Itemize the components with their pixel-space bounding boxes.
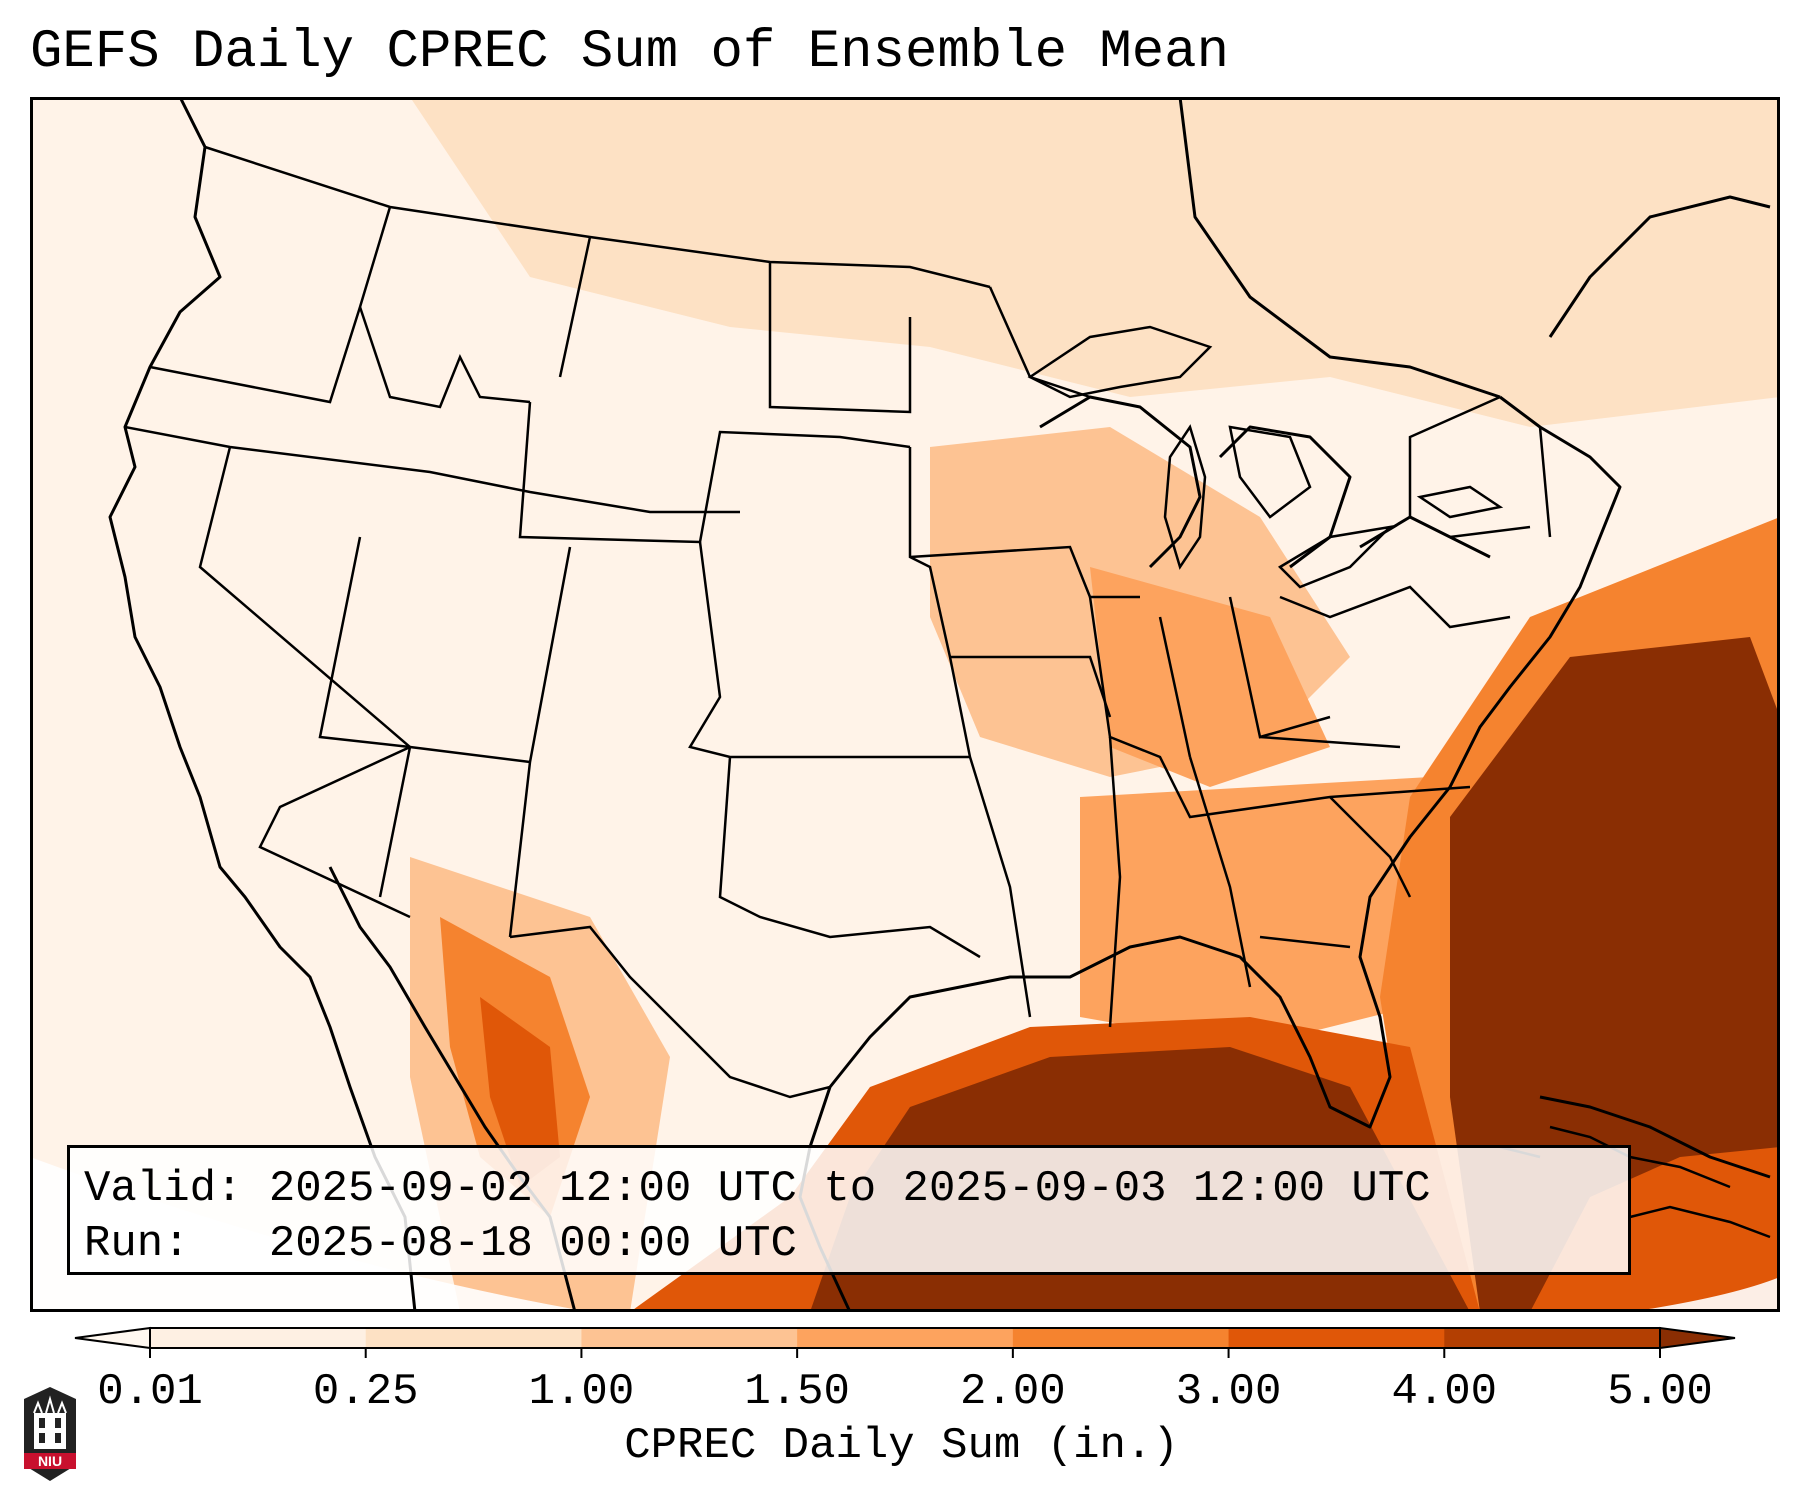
- precipitation-map: [30, 97, 1780, 1312]
- lake-huron: [1228, 425, 1312, 519]
- precip-ohio-valley: [1090, 567, 1330, 787]
- colorbar-segment: [365, 1328, 582, 1348]
- colorbar-tick-label: 1.00: [529, 1367, 635, 1417]
- lake-michigan: [1163, 424, 1207, 570]
- valid-run-box: Valid: 2025-09-02 12:00 UTC to 2025-09-0…: [67, 1145, 1631, 1275]
- precip-light-north: [410, 97, 1780, 427]
- colorbar-label: CPREC Daily Sum (in.): [624, 1421, 1179, 1471]
- valid-label: Valid:: [84, 1164, 243, 1214]
- colorbar-tick-label: 3.00: [1176, 1367, 1282, 1417]
- colorbar-outline: [149, 1327, 1661, 1349]
- map-title: GEFS Daily CPREC Sum of Ensemble Mean: [30, 22, 1229, 83]
- coastlines: [108, 97, 1771, 1312]
- colorbar-segment: [1444, 1328, 1661, 1348]
- niu-logo: NIU: [24, 1387, 76, 1481]
- valid-time: 2025-09-02 12:00 UTC to 2025-09-03 12:00…: [268, 1164, 1431, 1214]
- precip-mexico-heavy: [480, 997, 560, 1187]
- colorbar-segment: [1228, 1328, 1445, 1348]
- colorbar-over-arrow: [1659, 1326, 1736, 1350]
- colorbar-under-arrow: [74, 1326, 151, 1350]
- map-frame: [30, 97, 1780, 1312]
- state-borders: [124, 145, 1552, 1099]
- colorbar-segment: [581, 1328, 798, 1348]
- colorbar-ticks: 0.01 0.25 1.00 1.50 2.00 3.00 4.00 5.00: [97, 1348, 1713, 1417]
- run-label: Run:: [84, 1219, 190, 1269]
- precip-atlantic-heavy: [1450, 637, 1780, 1312]
- colorbar-tick-label: 2.00: [960, 1367, 1066, 1417]
- colorbar-tick-label: 0.25: [313, 1367, 419, 1417]
- colorbar-segment: [1012, 1328, 1230, 1348]
- domain-edge-east: [1630, 1277, 1780, 1312]
- colorbar-segment: [797, 1328, 1014, 1348]
- colorbar-segment: [150, 1328, 367, 1348]
- colorbar-tick-label: 0.01: [97, 1367, 203, 1417]
- lake-superior: [1027, 325, 1213, 399]
- great-lakes: [1027, 325, 1504, 589]
- colorbar-tick-label: 5.00: [1607, 1367, 1713, 1417]
- niu-logo-text: NIU: [38, 1453, 62, 1469]
- precip-southeast: [1080, 777, 1470, 1047]
- colorbar-segments: [74, 1326, 1736, 1350]
- colorbar-tick-label: 1.50: [744, 1367, 850, 1417]
- lake-erie: [1277, 525, 1394, 589]
- colorbar-tick-label: 4.00: [1391, 1367, 1497, 1417]
- colorbar: 0.01 0.25 1.00 1.50 2.00 3.00 4.00 5.00: [74, 1326, 1736, 1417]
- run-time: 2025-08-18 00:00 UTC: [268, 1219, 797, 1269]
- lake-ontario: [1416, 485, 1504, 519]
